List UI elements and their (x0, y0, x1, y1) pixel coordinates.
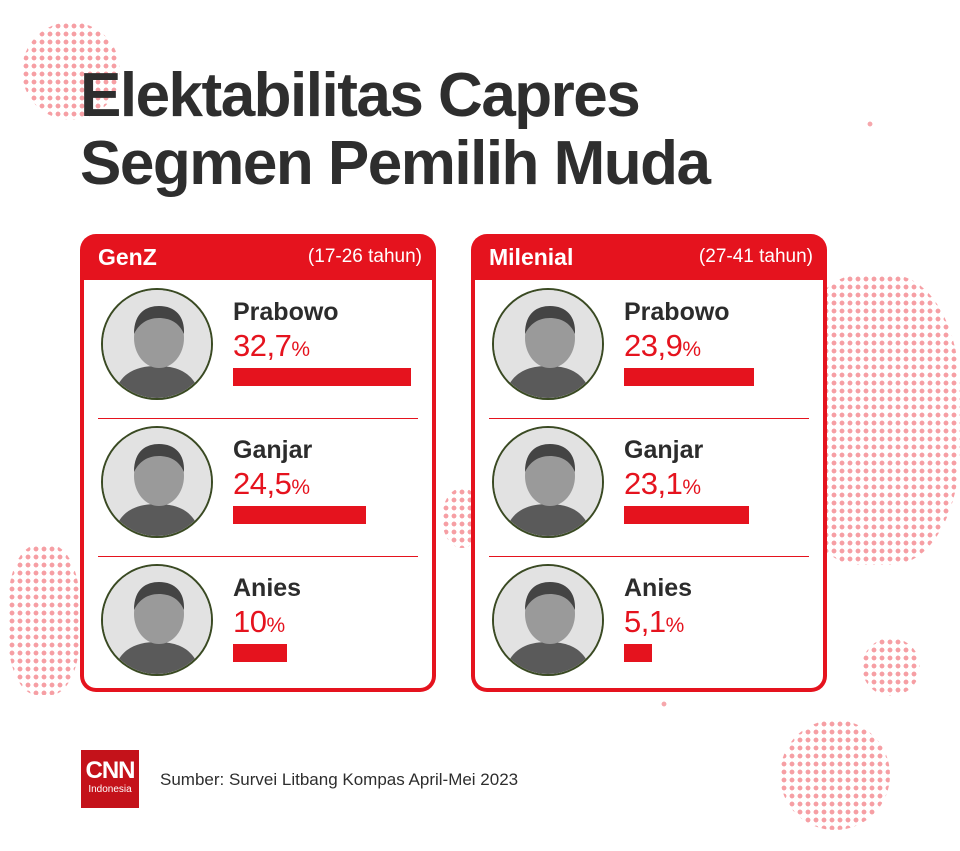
title-line: Segmen Pemilih Muda (80, 129, 711, 198)
unit-text: % (665, 614, 685, 637)
data-label: 5,1% (624, 604, 684, 640)
title-line: Elektabilitas Capres (80, 61, 641, 130)
panel-milenial: Milenial (27-41 tahun) Prabowo 23,9% Gan… (471, 234, 827, 692)
logo-main: CNN (85, 757, 136, 784)
anies-photo (101, 564, 213, 676)
unit-text: % (291, 476, 310, 499)
bar (233, 506, 366, 524)
prabowo-photo (101, 288, 213, 400)
candidate-name: Anies (233, 574, 302, 602)
data-label: 10% (233, 604, 285, 640)
value-text: 5,1 (624, 604, 666, 639)
panel-age-range: (17-26 tahun) (307, 246, 422, 267)
unit-text: % (682, 338, 701, 361)
panel-name: Milenial (489, 243, 574, 270)
value-text: 24,5 (233, 466, 292, 501)
bar (233, 368, 411, 386)
bar (624, 368, 754, 386)
data-label: 23,1% (624, 466, 701, 502)
candidate-row: Prabowo 23,9% (475, 280, 823, 418)
panel-header: GenZ (17-26 tahun) (80, 234, 436, 280)
halftone-ring (786, 40, 954, 208)
candidate-name: Prabowo (233, 298, 339, 326)
halftone-dots (780, 720, 890, 830)
panel-genz: GenZ (17-26 tahun) Prabowo 32,7% Ganjar … (80, 234, 436, 692)
candidate-row: Anies 10% (84, 556, 432, 694)
unit-text: % (266, 614, 285, 637)
bar (624, 644, 652, 662)
ganjar-photo (492, 426, 604, 538)
bar (233, 644, 288, 662)
panel-body: Prabowo 32,7% Ganjar 24,5% Anies 10% (84, 280, 432, 688)
value-text: 23,9 (624, 328, 683, 363)
value-text: 32,7 (233, 328, 292, 363)
candidate-row: Prabowo 32,7% (84, 280, 432, 418)
page-title: Elektabilitas Capres Segmen Pemilih Muda (80, 61, 711, 198)
data-label: 32,7% (233, 328, 310, 364)
halftone-dots (22, 22, 120, 120)
panel-body: Prabowo 23,9% Ganjar 23,1% Anies 5,1% (475, 280, 823, 688)
candidate-row: Anies 5,1% (475, 556, 823, 694)
panel-age-range: (27-41 tahun) (698, 246, 813, 267)
data-label: 23,9% (624, 328, 701, 364)
candidate-name: Ganjar (624, 436, 704, 464)
data-label: 24,5% (233, 466, 310, 502)
candidate-name: Anies (624, 574, 693, 602)
logo-sub: Indonesia (88, 784, 132, 795)
candidate-row: Ganjar 24,5% (84, 418, 432, 556)
prabowo-photo (492, 288, 604, 400)
unit-text: % (291, 338, 310, 361)
source-note: Sumber: Survei Litbang Kompas April-Mei … (160, 770, 519, 789)
cnn-indonesia-logo: CNN Indonesia (81, 750, 139, 808)
value-text: 10 (233, 604, 267, 639)
panel-name: GenZ (98, 243, 157, 270)
halftone-dots (8, 545, 80, 695)
anies-photo (492, 564, 604, 676)
panel-header: Milenial (27-41 tahun) (471, 234, 827, 280)
halftone-dots (862, 638, 920, 696)
candidate-row: Ganjar 23,1% (475, 418, 823, 556)
ganjar-photo (101, 426, 213, 538)
bar (624, 506, 750, 524)
candidate-name: Ganjar (233, 436, 313, 464)
candidate-name: Prabowo (624, 298, 730, 326)
unit-text: % (682, 476, 701, 499)
value-text: 23,1 (624, 466, 683, 501)
